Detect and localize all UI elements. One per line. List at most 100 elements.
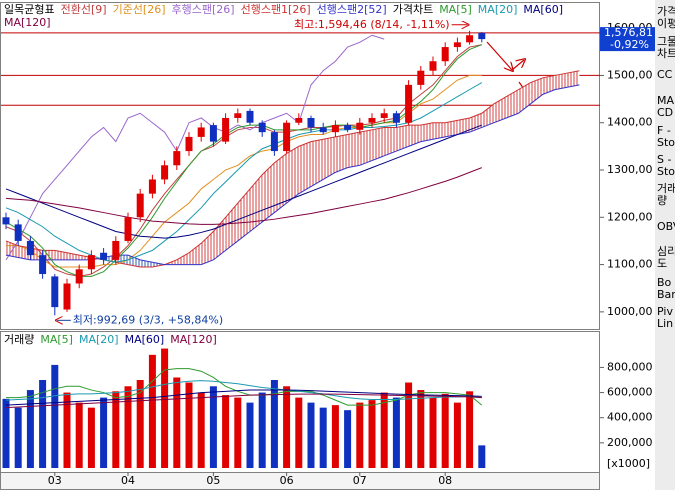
x-tick-label: 04: [121, 474, 135, 487]
cloud: [335, 134, 348, 173]
volume-bar: [209, 386, 217, 468]
legend-entry: 기준선[26]: [113, 3, 166, 16]
legend-entry: MA[60]: [125, 333, 165, 346]
cloud: [201, 231, 214, 265]
volume-bar: [453, 402, 461, 468]
cloud: [555, 73, 568, 90]
volume-bar: [234, 397, 242, 468]
last-price-box: [600, 27, 655, 52]
volume-bar: [246, 402, 254, 468]
candle-body: [39, 255, 47, 275]
volume-bar: [197, 392, 205, 468]
y-tick-label: 200,000: [607, 436, 653, 449]
sidebar-item: Sto: [657, 165, 675, 178]
sidebar-item: 차트: [657, 47, 675, 60]
legend-entry: 전환선[9]: [61, 3, 107, 16]
sidebar-item: Piv: [657, 305, 673, 318]
y-tick-label: 1300,00: [607, 163, 653, 176]
cloud: [298, 141, 311, 194]
x-tick-label: 03: [48, 474, 62, 487]
cloud: [359, 129, 372, 166]
candle-body: [368, 117, 376, 123]
legend-entry: 가격차트: [393, 3, 433, 16]
legend-entry: MA[20]: [79, 333, 119, 346]
cloud: [250, 174, 263, 232]
sidebar-item: CD: [657, 106, 673, 119]
cloud: [347, 132, 360, 168]
volume-bar: [466, 391, 474, 468]
candle-body: [75, 269, 83, 284]
legend-entry: 거래량: [4, 333, 34, 346]
line: [5, 44, 482, 277]
cloud: [176, 252, 189, 265]
candle-body: [331, 125, 339, 133]
candle-body: [185, 136, 193, 152]
price-panel-frame: [0, 2, 600, 330]
cloud: [420, 122, 433, 142]
candle-body: [258, 122, 266, 133]
candle-body: [270, 132, 278, 152]
y-tick-label: 800,000: [607, 360, 653, 373]
cloud: [567, 70, 580, 88]
volume-bar: [39, 380, 47, 468]
candle-body: [173, 151, 181, 166]
sidebar-item: Bo: [657, 276, 672, 289]
sidebar-item: 심리: [657, 245, 675, 258]
candle-body: [417, 70, 425, 85]
volume-bar: [405, 382, 413, 468]
line: [5, 389, 482, 406]
volume-bar: [75, 402, 83, 468]
forecast-arrow: [486, 41, 512, 70]
volume-bar: [270, 380, 278, 468]
sidebar-item: Lin: [657, 317, 673, 330]
sidebar-item: 거래: [657, 182, 675, 195]
legend-entry: MA[5]: [439, 3, 472, 16]
cloud: [384, 127, 397, 156]
volume-bar: [148, 354, 156, 468]
sidebar-item: Sto: [657, 136, 675, 149]
volume-bar: [441, 393, 449, 468]
candle-body: [246, 110, 254, 123]
line: [5, 167, 482, 225]
cloud: [481, 103, 494, 128]
volume-bar: [51, 364, 59, 468]
volume-bar: [392, 397, 400, 468]
candle-body: [197, 127, 205, 137]
cloud: [530, 77, 543, 104]
volume-bar: [417, 390, 425, 468]
legend-entry: 일목균형표: [4, 2, 55, 16]
y-tick-label: 600,000: [607, 386, 653, 399]
volume-bar: [14, 407, 22, 468]
cloud: [469, 113, 482, 133]
sidebar-item: S -: [657, 153, 671, 166]
cloud: [225, 203, 238, 251]
sidebar-item: 도: [657, 257, 667, 270]
volume-bar: [380, 392, 388, 468]
cloud: [237, 188, 250, 241]
candle-body: [319, 127, 327, 133]
cloud: [262, 162, 275, 223]
candle-body: [100, 252, 108, 260]
legend-entry: 후행스팬[26]: [172, 3, 235, 16]
cloud: [311, 139, 324, 187]
sidebar-item: F -: [657, 124, 671, 137]
candle-body: [453, 42, 461, 48]
sidebar-item: Ban: [657, 288, 675, 301]
legend-entry: 선행스팬2[52]: [317, 3, 387, 16]
volume-bar: [26, 390, 34, 468]
candle-body: [295, 117, 303, 123]
line: [6, 74, 482, 268]
sidebar-item: OBV: [657, 220, 675, 233]
candle-body: [112, 240, 120, 260]
cloud: [457, 117, 470, 135]
volume-bar: [112, 391, 120, 468]
cloud: [372, 127, 385, 161]
x-tick-label: 05: [206, 474, 220, 487]
sidebar-item: 량: [657, 194, 667, 207]
y-tick-label: 1200,00: [607, 210, 653, 223]
candle-body: [63, 283, 71, 310]
legend-entry: MA[5]: [40, 333, 73, 346]
volume-bar: [295, 397, 303, 468]
volume-bar: [258, 392, 266, 468]
candle-body: [466, 35, 474, 43]
